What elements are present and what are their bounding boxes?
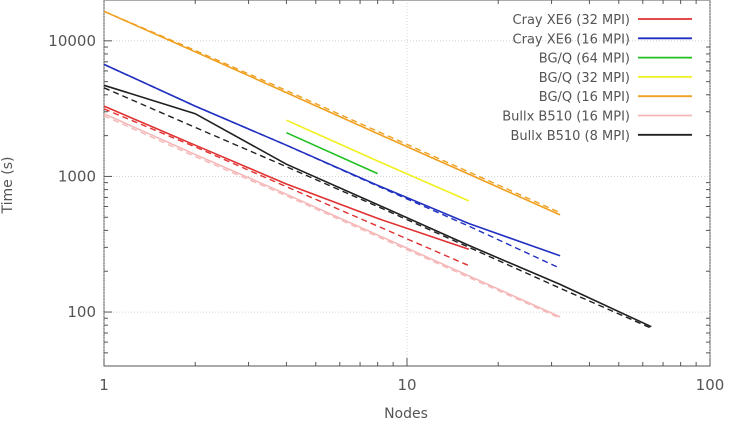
series-dashed-line-4	[103, 10, 561, 214]
series-line-1	[103, 63, 561, 257]
legend-label-3: BG/Q (32 MPI)	[539, 71, 630, 86]
y-tick-label: 100	[67, 303, 96, 321]
legend-label-4: BG/Q (16 MPI)	[539, 90, 630, 105]
legend-label-1: Cray XE6 (16 MPI)	[513, 32, 630, 47]
y-tick-label: 10000	[48, 32, 96, 50]
x-tick-label: 10	[397, 376, 416, 394]
series-line-5	[103, 112, 561, 318]
tick-labels: 1 10 100 100 1000 10000	[48, 0, 724, 394]
legend-label-5: Bullx B510 (16 MPI)	[502, 110, 630, 125]
legend-label-2: BG/Q (64 MPI)	[539, 52, 630, 67]
series-dashed-line-5	[103, 115, 561, 319]
series-lines	[103, 10, 652, 329]
gridlines	[103, 0, 711, 366]
x-axis-label: Nodes	[384, 406, 428, 421]
series-dashed-line-1	[103, 63, 561, 269]
legend-label-6: Bullx B510 (8 MPI)	[510, 129, 630, 144]
y-axis-label: Time (s)	[0, 157, 16, 215]
legend-label-0: Cray XE6 (32 MPI)	[513, 13, 630, 28]
series-line-3	[286, 119, 470, 202]
x-tick-label: 100	[696, 376, 725, 394]
series-dashed-line-0	[103, 108, 470, 267]
y-tick-label: 1000	[58, 167, 96, 185]
x-tick-label: 1	[99, 376, 109, 394]
series-line-0	[103, 105, 470, 251]
legend: Cray XE6 (32 MPI) Cray XE6 (16 MPI) BG/Q (…	[502, 13, 692, 144]
series-line-4	[103, 10, 561, 216]
series-line-6	[103, 84, 652, 328]
series-line-2	[286, 131, 378, 175]
